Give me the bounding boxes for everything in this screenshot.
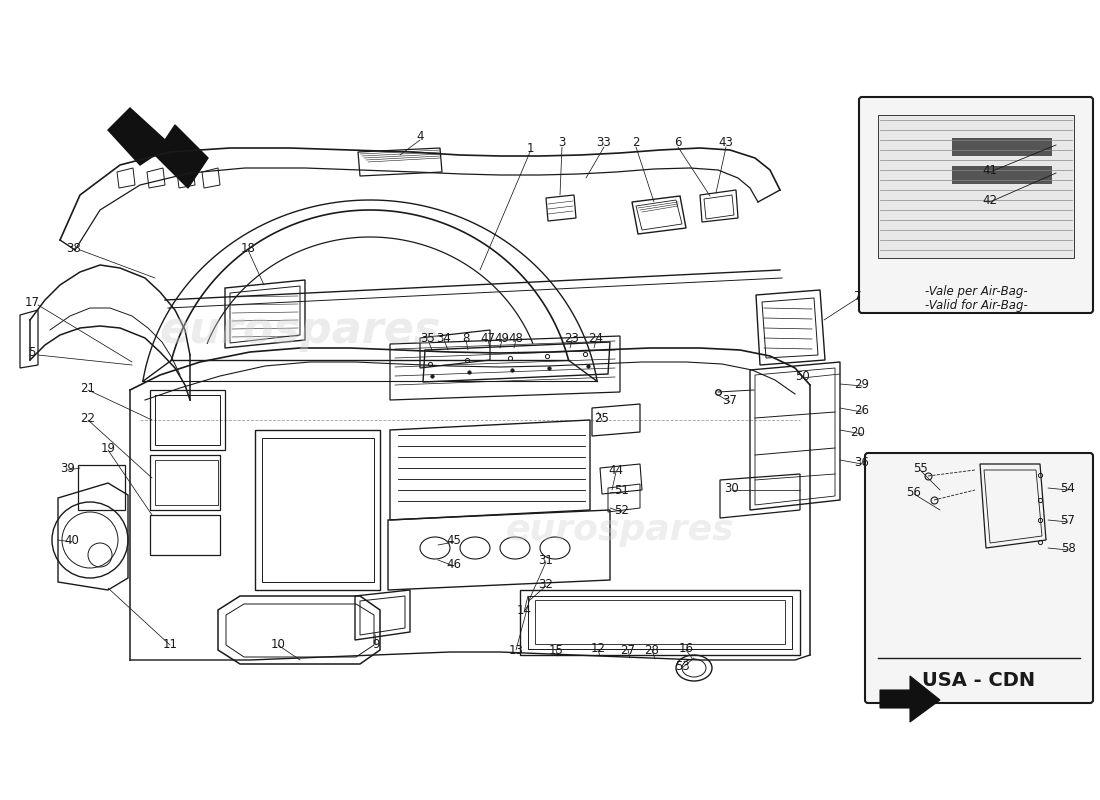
Text: 28: 28 (645, 643, 659, 657)
Text: 1: 1 (526, 142, 534, 154)
Text: 40: 40 (65, 534, 79, 546)
FancyBboxPatch shape (865, 453, 1093, 703)
Text: 38: 38 (67, 242, 81, 254)
Text: 13: 13 (508, 643, 524, 657)
Text: 8: 8 (462, 331, 470, 345)
Text: 18: 18 (241, 242, 255, 254)
Polygon shape (880, 676, 940, 722)
Text: 15: 15 (549, 643, 563, 657)
Text: 9: 9 (372, 638, 379, 651)
Text: 21: 21 (80, 382, 96, 394)
Text: 50: 50 (794, 370, 810, 382)
Text: 19: 19 (100, 442, 116, 454)
Text: 55: 55 (913, 462, 927, 474)
Text: 25: 25 (595, 411, 609, 425)
Text: 37: 37 (723, 394, 737, 406)
Text: 54: 54 (1060, 482, 1076, 494)
Text: 46: 46 (447, 558, 462, 570)
Text: 34: 34 (437, 331, 451, 345)
Text: 6: 6 (674, 137, 682, 150)
Polygon shape (108, 108, 208, 188)
Text: 43: 43 (718, 137, 734, 150)
Text: 3: 3 (559, 137, 565, 150)
Text: 49: 49 (495, 331, 509, 345)
Text: 26: 26 (855, 403, 869, 417)
FancyBboxPatch shape (859, 97, 1093, 313)
Text: 27: 27 (620, 643, 636, 657)
Text: 10: 10 (271, 638, 285, 651)
Text: 17: 17 (24, 295, 40, 309)
Text: 5: 5 (29, 346, 35, 358)
Text: -Vale per Air-Bag-: -Vale per Air-Bag- (925, 286, 1027, 298)
Bar (952, 166, 1052, 184)
Text: 51: 51 (615, 483, 629, 497)
Text: 22: 22 (80, 411, 96, 425)
Text: 48: 48 (508, 331, 524, 345)
Text: 7: 7 (855, 290, 861, 302)
Text: eurospares: eurospares (160, 309, 441, 351)
Text: 23: 23 (564, 331, 580, 345)
Text: 33: 33 (596, 137, 612, 150)
Text: 42: 42 (982, 194, 998, 206)
Text: eurospares: eurospares (506, 513, 735, 547)
Text: 56: 56 (906, 486, 922, 498)
Text: 58: 58 (1060, 542, 1076, 554)
Text: 57: 57 (1060, 514, 1076, 526)
Text: 52: 52 (615, 503, 629, 517)
Text: 29: 29 (855, 378, 869, 390)
Text: 11: 11 (163, 638, 177, 651)
Text: 36: 36 (855, 455, 869, 469)
Text: 53: 53 (674, 659, 690, 673)
Bar (952, 138, 1052, 156)
Text: -Valid for Air-Bag-: -Valid for Air-Bag- (925, 299, 1027, 313)
Polygon shape (878, 115, 1074, 258)
Text: 35: 35 (420, 331, 436, 345)
Text: 2: 2 (632, 137, 640, 150)
Text: 41: 41 (982, 163, 998, 177)
Text: USA - CDN: USA - CDN (923, 670, 1035, 690)
Text: 20: 20 (850, 426, 866, 438)
Text: 14: 14 (517, 603, 531, 617)
Text: 31: 31 (539, 554, 553, 566)
Text: 12: 12 (591, 642, 605, 654)
Text: 4: 4 (416, 130, 424, 142)
Text: 24: 24 (588, 331, 604, 345)
Text: 30: 30 (725, 482, 739, 494)
Text: 16: 16 (679, 642, 693, 654)
Text: 32: 32 (539, 578, 553, 590)
Text: 45: 45 (447, 534, 461, 546)
Text: 44: 44 (608, 463, 624, 477)
Text: 39: 39 (60, 462, 76, 474)
Text: 47: 47 (481, 331, 495, 345)
